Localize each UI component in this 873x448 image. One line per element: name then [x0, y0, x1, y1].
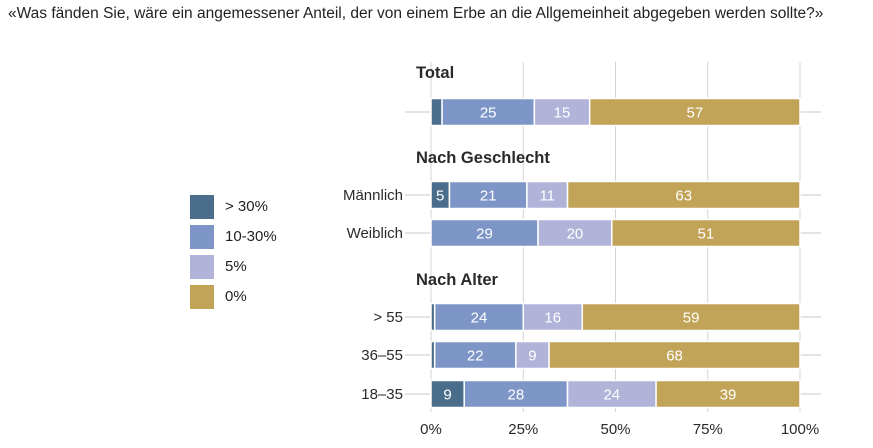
data-label: 57	[686, 105, 703, 122]
legend-swatch	[190, 255, 214, 279]
bar-segment	[430, 97, 443, 127]
x-tick-label: 50%	[600, 421, 630, 438]
x-tick-label: 100%	[781, 421, 819, 438]
data-label: 29	[476, 226, 493, 243]
data-label: 63	[675, 188, 692, 205]
bar-segment	[433, 302, 524, 332]
legend-label: 5%	[225, 258, 247, 275]
bar-segment	[581, 302, 801, 332]
group-title: Nach Geschlecht	[416, 149, 550, 167]
data-label: 24	[603, 387, 620, 404]
data-label: 59	[683, 310, 700, 327]
bar-segment	[537, 218, 613, 248]
legend-swatch	[190, 285, 214, 309]
legend-swatch	[190, 225, 214, 249]
data-label: 25	[480, 105, 497, 122]
legend-swatch	[190, 195, 214, 219]
legend-label: 10-30%	[225, 228, 277, 245]
row-label: Männlich	[343, 187, 403, 204]
bar-segment	[611, 218, 801, 248]
row-label: > 55	[373, 309, 403, 326]
data-label: 21	[480, 188, 497, 205]
data-label: 5	[436, 188, 444, 205]
bar-segment	[522, 302, 584, 332]
x-tick-label: 75%	[693, 421, 723, 438]
data-label: 9	[528, 348, 536, 365]
data-label: 16	[544, 310, 561, 327]
x-tick-label: 25%	[508, 421, 538, 438]
chart-title: «Was fänden Sie, wäre ein angemessener A…	[8, 5, 824, 22]
group-title: Nach Alter	[416, 271, 498, 289]
bar-segment	[566, 180, 801, 210]
row-label: Weiblich	[347, 225, 403, 242]
bar-segment	[533, 97, 591, 127]
bar-segment	[655, 379, 801, 409]
legend-label: 0%	[225, 288, 247, 305]
group-title: Total	[416, 64, 454, 82]
data-label: 28	[508, 387, 525, 404]
data-label: 51	[698, 226, 715, 243]
row-label: 18–35	[361, 386, 403, 403]
data-label: 22	[467, 348, 484, 365]
bar-segment	[548, 340, 801, 370]
x-tick-label: 0%	[420, 421, 442, 438]
bar-segment	[588, 97, 801, 127]
data-label: 20	[567, 226, 584, 243]
data-label: 68	[666, 348, 683, 365]
data-label: 15	[554, 105, 571, 122]
bar-segment	[433, 340, 517, 370]
bar-segment	[448, 180, 528, 210]
data-label: 9	[443, 387, 451, 404]
row-label: 36–55	[361, 347, 403, 364]
legend-label: > 30%	[225, 198, 268, 215]
data-label: 24	[471, 310, 488, 327]
data-label: 39	[720, 387, 737, 404]
data-label: 11	[539, 188, 555, 205]
